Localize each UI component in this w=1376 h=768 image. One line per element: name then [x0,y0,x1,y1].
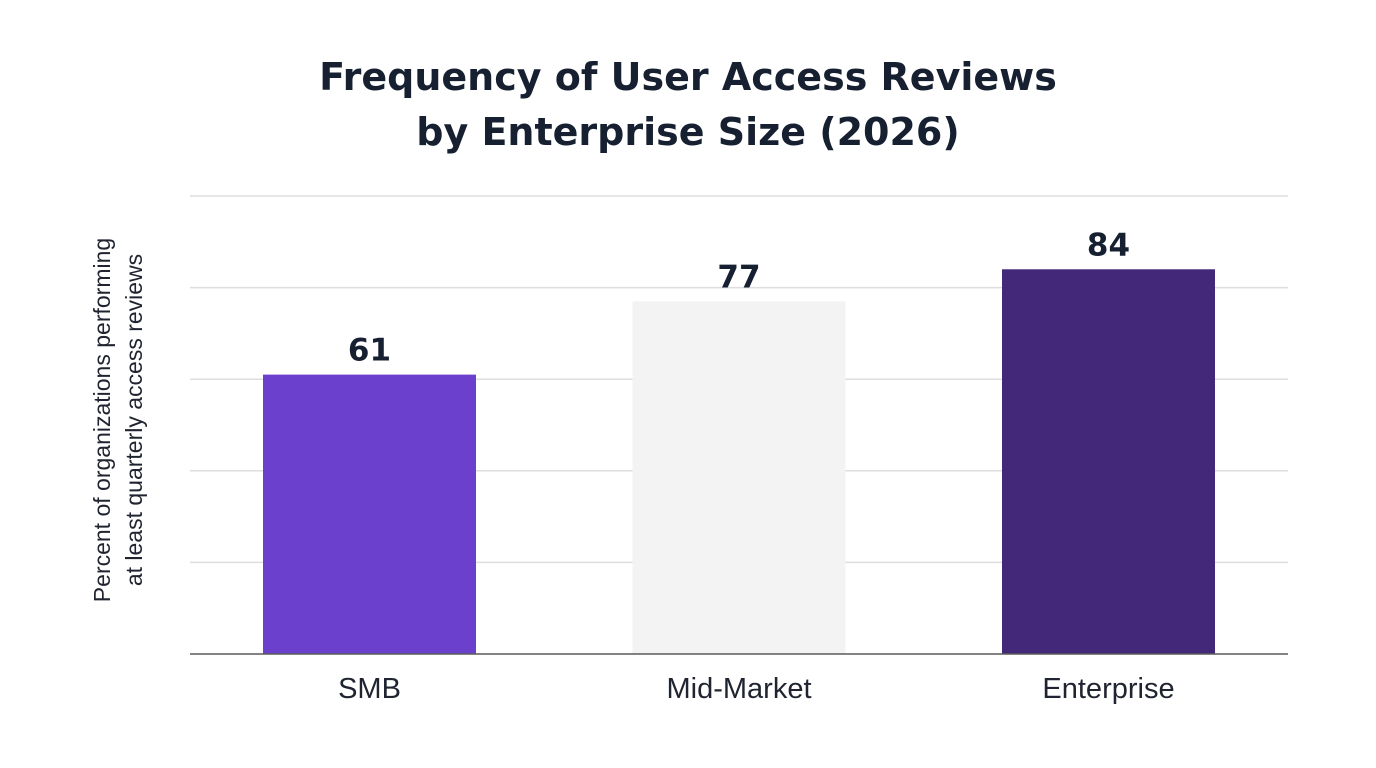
chart-title-line-2: by Enterprise Size (2026) [416,110,960,154]
y-axis-label-line-2: at least quarterly access reviews [121,254,147,586]
category-label: Mid-Market [666,673,811,705]
y-axis-label-line-1: Percent of organizations performing [89,238,115,602]
data-label: 77 [717,259,760,295]
bars [263,269,1215,654]
bar-smb [263,374,476,654]
bar-mid-market [632,301,846,654]
category-labels: SMB Mid-Market Enterprise [338,673,1175,705]
data-label: 84 [1087,227,1130,263]
bar-enterprise [1002,269,1215,654]
chart-title-line-1: Frequency of User Access Reviews [319,55,1057,99]
data-labels: 61 77 84 [348,227,1130,368]
category-label: SMB [338,673,401,705]
data-label: 61 [348,333,391,369]
category-label: Enterprise [1042,673,1174,705]
